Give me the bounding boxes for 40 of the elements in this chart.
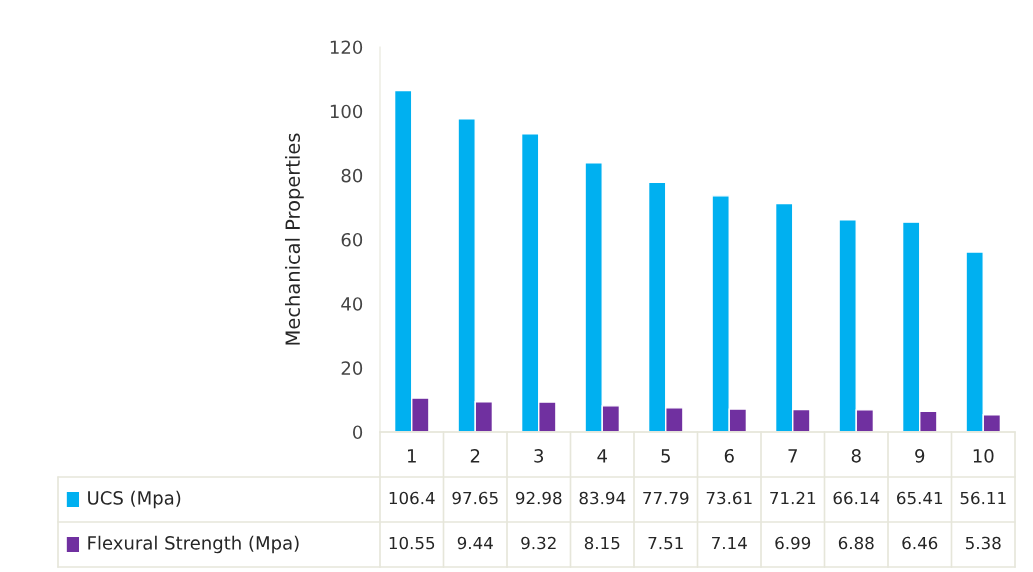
y-tick-label: 100 bbox=[330, 104, 363, 119]
data-label: 106.4 bbox=[389, 491, 435, 505]
x-tick-label: 9 bbox=[915, 448, 925, 463]
y-tick-label: 60 bbox=[341, 232, 363, 247]
data-label: 10.55 bbox=[389, 536, 435, 550]
x-tick-label: 5 bbox=[661, 449, 670, 463]
y-axis-title: Mechanical Properties bbox=[284, 133, 304, 345]
data-label: 97.65 bbox=[452, 491, 498, 505]
y-tick-label: 40 bbox=[341, 297, 363, 311]
data-label: 71.21 bbox=[770, 491, 816, 505]
x-tick-label: 8 bbox=[851, 448, 861, 463]
data-label: 7.14 bbox=[712, 536, 747, 550]
data-label: 56.11 bbox=[960, 491, 1006, 505]
x-tick-label: 2 bbox=[470, 448, 480, 463]
y-tick-label: 120 bbox=[330, 40, 363, 55]
x-tick-label: 3 bbox=[534, 448, 544, 463]
data-label: 73.61 bbox=[706, 491, 752, 505]
legend-label: UCS (Mpa) bbox=[88, 490, 181, 509]
data-label: 5.38 bbox=[965, 536, 1001, 550]
x-tick-label: 7 bbox=[788, 449, 797, 463]
data-label: 9.44 bbox=[457, 536, 493, 550]
data-label: 66.14 bbox=[833, 491, 880, 505]
data-label: 6.88 bbox=[838, 536, 874, 550]
y-tick-label: 0 bbox=[353, 425, 363, 440]
data-label: 6.99 bbox=[775, 536, 811, 550]
data-label: 6.46 bbox=[902, 536, 938, 550]
data-label: 92.98 bbox=[515, 491, 562, 505]
data-label: 65.41 bbox=[897, 491, 943, 505]
data-label: 8.15 bbox=[584, 536, 620, 550]
x-tick-label: 1 bbox=[407, 449, 416, 463]
data-label: 77.79 bbox=[643, 491, 689, 505]
y-tick-label: 20 bbox=[341, 361, 363, 375]
data-label: 7.51 bbox=[648, 536, 683, 550]
data-label: 83.94 bbox=[579, 491, 626, 505]
data-label: 9.32 bbox=[521, 536, 556, 550]
y-tick-label: 80 bbox=[341, 168, 363, 183]
x-tick-label: 10 bbox=[973, 448, 994, 463]
legend-label: Flexural Strength (Mpa) bbox=[88, 535, 299, 554]
x-tick-label: 6 bbox=[724, 448, 734, 463]
x-tick-label: 4 bbox=[597, 449, 607, 463]
